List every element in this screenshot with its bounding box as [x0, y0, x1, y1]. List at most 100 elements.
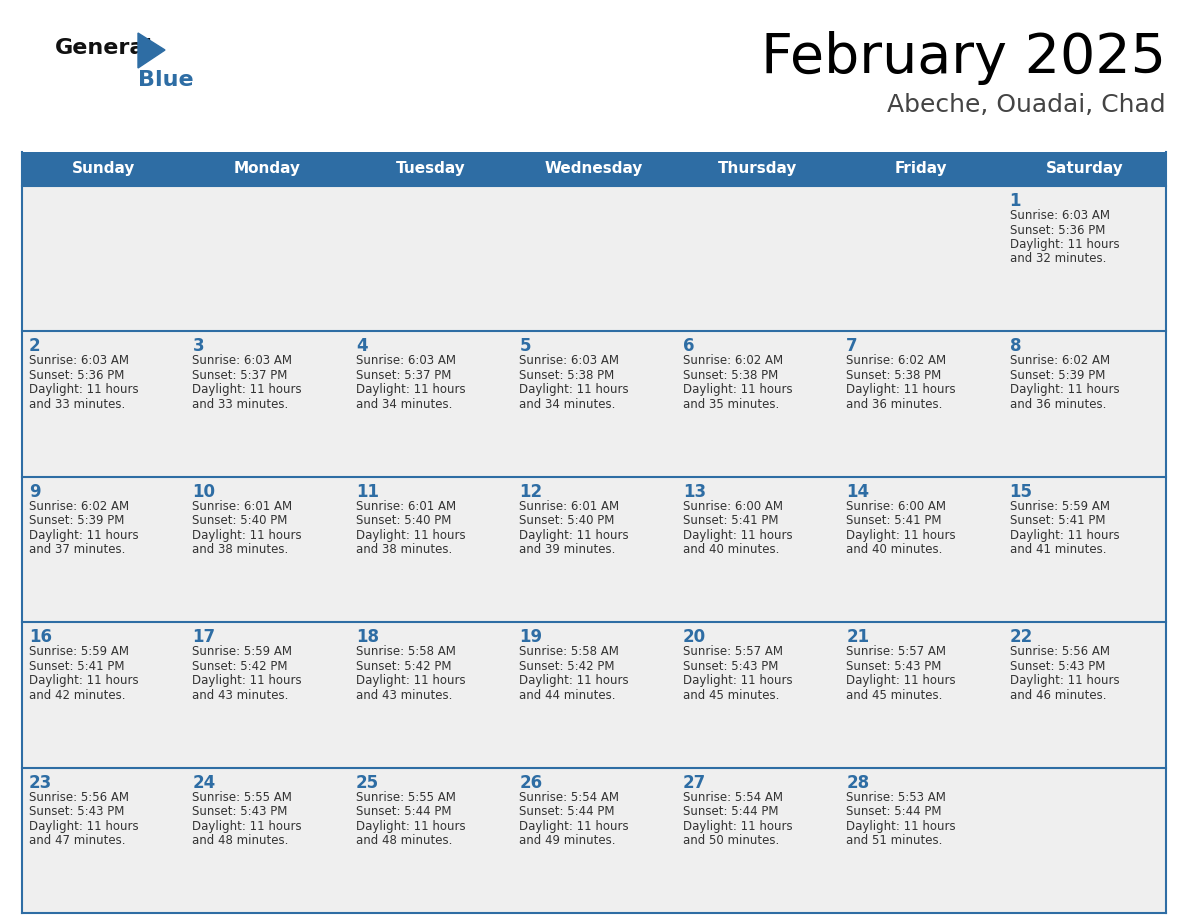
Text: Daylight: 11 hours: Daylight: 11 hours [356, 384, 466, 397]
Text: 14: 14 [846, 483, 870, 501]
Text: 15: 15 [1010, 483, 1032, 501]
Text: and 36 minutes.: and 36 minutes. [1010, 397, 1106, 411]
Text: Sunset: 5:39 PM: Sunset: 5:39 PM [29, 514, 125, 527]
Text: Sunrise: 6:03 AM: Sunrise: 6:03 AM [356, 354, 456, 367]
Text: Sunrise: 5:58 AM: Sunrise: 5:58 AM [356, 645, 456, 658]
Text: 9: 9 [29, 483, 40, 501]
Text: Sunrise: 6:00 AM: Sunrise: 6:00 AM [683, 499, 783, 513]
Text: Sunrise: 5:55 AM: Sunrise: 5:55 AM [192, 790, 292, 803]
Text: 5: 5 [519, 338, 531, 355]
Text: and 40 minutes.: and 40 minutes. [846, 543, 942, 556]
Text: 18: 18 [356, 628, 379, 646]
Text: and 33 minutes.: and 33 minutes. [29, 397, 125, 411]
Bar [23, 622, 1165, 767]
Text: Daylight: 11 hours: Daylight: 11 hours [29, 529, 139, 542]
Text: and 43 minutes.: and 43 minutes. [356, 688, 453, 701]
Text: Sunset: 5:40 PM: Sunset: 5:40 PM [519, 514, 614, 527]
Bar [23, 767, 1165, 913]
Text: Sunrise: 6:03 AM: Sunrise: 6:03 AM [519, 354, 619, 367]
Text: Daylight: 11 hours: Daylight: 11 hours [683, 820, 792, 833]
Text: 1: 1 [1010, 192, 1020, 210]
Text: Sunrise: 5:59 AM: Sunrise: 5:59 AM [192, 645, 292, 658]
Text: 16: 16 [29, 628, 52, 646]
Text: Sunset: 5:42 PM: Sunset: 5:42 PM [356, 660, 451, 673]
Text: 12: 12 [519, 483, 543, 501]
Text: Sunset: 5:37 PM: Sunset: 5:37 PM [192, 369, 287, 382]
Text: Sunset: 5:38 PM: Sunset: 5:38 PM [519, 369, 614, 382]
Text: Sunset: 5:42 PM: Sunset: 5:42 PM [192, 660, 287, 673]
Text: 17: 17 [192, 628, 215, 646]
Text: 26: 26 [519, 774, 543, 791]
Text: Sunrise: 6:03 AM: Sunrise: 6:03 AM [29, 354, 129, 367]
Text: and 35 minutes.: and 35 minutes. [683, 397, 779, 411]
Text: Daylight: 11 hours: Daylight: 11 hours [1010, 674, 1119, 688]
Text: and 50 minutes.: and 50 minutes. [683, 834, 779, 847]
Text: Blue: Blue [138, 70, 194, 90]
Text: Monday: Monday [234, 162, 301, 176]
Text: Sunset: 5:43 PM: Sunset: 5:43 PM [29, 805, 125, 818]
Text: Sunrise: 5:55 AM: Sunrise: 5:55 AM [356, 790, 456, 803]
Text: Sunrise: 5:58 AM: Sunrise: 5:58 AM [519, 645, 619, 658]
Text: Sunrise: 6:02 AM: Sunrise: 6:02 AM [29, 499, 129, 513]
Text: Daylight: 11 hours: Daylight: 11 hours [846, 529, 956, 542]
Text: 22: 22 [1010, 628, 1032, 646]
Text: 8: 8 [1010, 338, 1020, 355]
Text: Sunset: 5:36 PM: Sunset: 5:36 PM [29, 369, 125, 382]
Text: and 42 minutes.: and 42 minutes. [29, 688, 126, 701]
Text: and 34 minutes.: and 34 minutes. [356, 397, 453, 411]
Text: Sunrise: 6:01 AM: Sunrise: 6:01 AM [356, 499, 456, 513]
Text: and 40 minutes.: and 40 minutes. [683, 543, 779, 556]
Text: Sunset: 5:36 PM: Sunset: 5:36 PM [1010, 223, 1105, 237]
Text: Sunrise: 6:03 AM: Sunrise: 6:03 AM [192, 354, 292, 367]
Text: Sunset: 5:37 PM: Sunset: 5:37 PM [356, 369, 451, 382]
Text: Daylight: 11 hours: Daylight: 11 hours [356, 820, 466, 833]
Text: Sunrise: 6:01 AM: Sunrise: 6:01 AM [519, 499, 619, 513]
Text: Daylight: 11 hours: Daylight: 11 hours [192, 529, 302, 542]
Text: and 32 minutes.: and 32 minutes. [1010, 252, 1106, 265]
Text: Tuesday: Tuesday [396, 162, 466, 176]
Text: and 34 minutes.: and 34 minutes. [519, 397, 615, 411]
Text: and 49 minutes.: and 49 minutes. [519, 834, 615, 847]
Text: Daylight: 11 hours: Daylight: 11 hours [29, 820, 139, 833]
Text: Sunset: 5:38 PM: Sunset: 5:38 PM [683, 369, 778, 382]
Text: Daylight: 11 hours: Daylight: 11 hours [683, 529, 792, 542]
Text: 19: 19 [519, 628, 543, 646]
Text: and 37 minutes.: and 37 minutes. [29, 543, 126, 556]
Text: Daylight: 11 hours: Daylight: 11 hours [29, 674, 139, 688]
Text: Daylight: 11 hours: Daylight: 11 hours [192, 820, 302, 833]
Text: Sunrise: 6:03 AM: Sunrise: 6:03 AM [1010, 209, 1110, 222]
Text: Sunset: 5:44 PM: Sunset: 5:44 PM [519, 805, 614, 818]
Text: Daylight: 11 hours: Daylight: 11 hours [846, 674, 956, 688]
Text: Sunrise: 6:00 AM: Sunrise: 6:00 AM [846, 499, 946, 513]
Text: Sunrise: 5:57 AM: Sunrise: 5:57 AM [846, 645, 946, 658]
Text: and 36 minutes.: and 36 minutes. [846, 397, 942, 411]
Text: and 43 minutes.: and 43 minutes. [192, 688, 289, 701]
Text: Sunset: 5:40 PM: Sunset: 5:40 PM [356, 514, 451, 527]
Text: Sunset: 5:38 PM: Sunset: 5:38 PM [846, 369, 941, 382]
Text: and 48 minutes.: and 48 minutes. [356, 834, 453, 847]
Text: 21: 21 [846, 628, 870, 646]
Text: Daylight: 11 hours: Daylight: 11 hours [192, 384, 302, 397]
Text: Sunrise: 5:54 AM: Sunrise: 5:54 AM [683, 790, 783, 803]
Text: Daylight: 11 hours: Daylight: 11 hours [519, 529, 628, 542]
Text: Sunrise: 6:02 AM: Sunrise: 6:02 AM [846, 354, 947, 367]
Text: Daylight: 11 hours: Daylight: 11 hours [29, 384, 139, 397]
Text: and 39 minutes.: and 39 minutes. [519, 543, 615, 556]
Text: Daylight: 11 hours: Daylight: 11 hours [356, 529, 466, 542]
Text: Daylight: 11 hours: Daylight: 11 hours [1010, 529, 1119, 542]
Text: Daylight: 11 hours: Daylight: 11 hours [683, 674, 792, 688]
Text: Daylight: 11 hours: Daylight: 11 hours [356, 674, 466, 688]
Text: Sunset: 5:41 PM: Sunset: 5:41 PM [683, 514, 778, 527]
Text: Daylight: 11 hours: Daylight: 11 hours [846, 820, 956, 833]
Text: Sunset: 5:43 PM: Sunset: 5:43 PM [846, 660, 942, 673]
Text: February 2025: February 2025 [762, 31, 1165, 85]
Bar [23, 186, 1165, 331]
Text: 6: 6 [683, 338, 694, 355]
Text: and 48 minutes.: and 48 minutes. [192, 834, 289, 847]
Text: 25: 25 [356, 774, 379, 791]
Text: 10: 10 [192, 483, 215, 501]
Text: Sunset: 5:39 PM: Sunset: 5:39 PM [1010, 369, 1105, 382]
Text: 7: 7 [846, 338, 858, 355]
Text: 2: 2 [29, 338, 40, 355]
Text: Daylight: 11 hours: Daylight: 11 hours [192, 674, 302, 688]
